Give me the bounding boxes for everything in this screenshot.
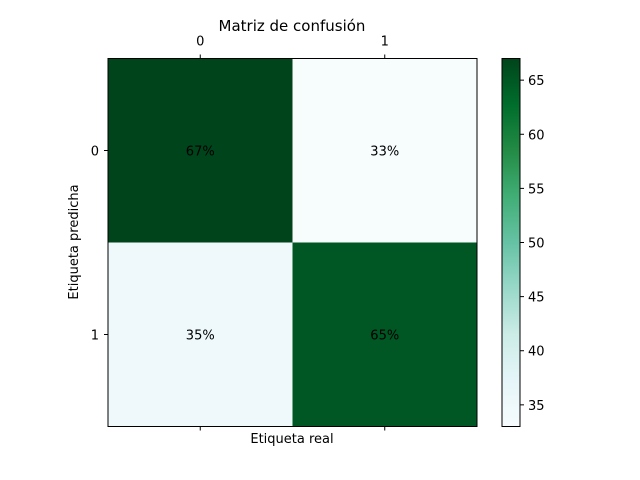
y-axis-ticks: 01: [91, 145, 108, 344]
chart-title: Matriz de confusión: [219, 17, 366, 35]
colorbar-tick-label-5: 60: [528, 128, 545, 143]
cell-label-1-1: 65%: [370, 329, 399, 344]
x-tick-label-1: 1: [381, 35, 389, 50]
colorbar-ticks: 35 40 45 50 55 60 65: [520, 74, 545, 414]
colorbar-tick-label-2: 45: [528, 291, 545, 306]
colorbar-tick-label-4: 55: [528, 182, 545, 197]
cell-label-0-0: 67%: [186, 145, 215, 160]
plot-frame: [107, 58, 478, 427]
colorbar-tick-label-3: 50: [528, 237, 545, 252]
colorbar-tick-label-1: 40: [528, 345, 545, 360]
heatmap-cells: 67% 33% 35% 65%: [108, 58, 478, 427]
colorbar-tick-label-0: 35: [528, 399, 545, 414]
cell-label-1-0: 35%: [186, 329, 215, 344]
y-axis-label: Etiqueta predicha: [67, 184, 82, 299]
y-tick-label-0: 0: [91, 145, 99, 160]
heatmap-cell-0-1: [292, 58, 478, 243]
colorbar-tick-label-6: 65: [528, 74, 545, 89]
heatmap-cell-0-0: [108, 58, 293, 243]
x-axis-label: Etiqueta real: [250, 432, 333, 447]
y-tick-label-1: 1: [91, 329, 99, 344]
heatmap-cell-1-1: [292, 242, 478, 427]
colorbar: [501, 58, 521, 427]
x-tick-label-0: 0: [196, 35, 204, 50]
heatmap-cell-1-0: [108, 242, 293, 427]
cell-label-0-1: 33%: [370, 145, 399, 160]
